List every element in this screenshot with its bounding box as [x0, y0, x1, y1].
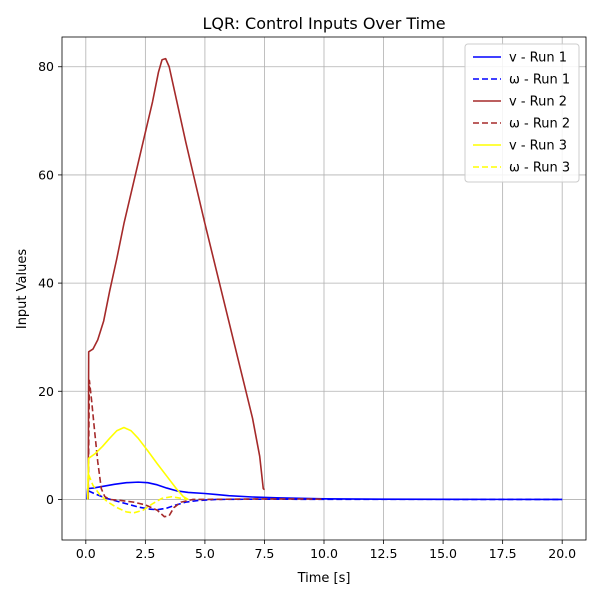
legend-label: v - Run 2: [509, 95, 567, 110]
y-axis-label: Input Values: [15, 249, 30, 329]
series-line-v-run-1: [86, 481, 563, 501]
legend-label: ω - Run 1: [509, 73, 570, 88]
x-tick-label: 20.0: [548, 546, 576, 561]
legend-label: ω - Run 3: [509, 161, 570, 176]
y-tick-label: 40: [38, 276, 54, 291]
legend-label: v - Run 3: [509, 139, 567, 154]
x-tick-label: 2.5: [135, 546, 155, 561]
legend-label: v - Run 1: [509, 51, 567, 66]
series-line-v-run-2: [87, 57, 265, 500]
x-tick-label: 10.0: [310, 546, 338, 561]
series-line-v-run-3: [86, 426, 189, 501]
y-tick-label: 80: [38, 59, 54, 74]
x-tick-label: 15.0: [429, 546, 457, 561]
x-tick-label: 0.0: [76, 546, 96, 561]
chart-title: LQR: Control Inputs Over Time: [202, 14, 445, 33]
y-tick-label: 0: [46, 492, 54, 507]
x-axis-label: Time [s]: [297, 571, 351, 586]
series-line-omega-run-3: [86, 472, 189, 514]
x-tick-label: 7.5: [255, 546, 275, 561]
x-tick-label: 17.5: [489, 546, 517, 561]
legend-label: ω - Run 2: [509, 117, 570, 132]
x-tick-label: 5.0: [195, 546, 215, 561]
series-line-omega-run-2: [87, 379, 325, 518]
y-tick-label: 20: [38, 384, 54, 399]
legend: v - Run 1 ω - Run 1 v - Run 2 ω - Run 2 v - …: [464, 43, 580, 183]
x-tick-label: 12.5: [370, 546, 398, 561]
y-tick-label: 60: [38, 167, 54, 182]
